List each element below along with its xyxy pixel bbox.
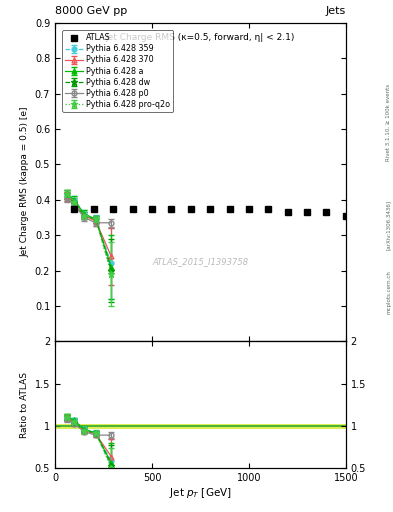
Y-axis label: Ratio to ATLAS: Ratio to ATLAS — [20, 372, 29, 438]
ATLAS — [343, 212, 348, 219]
Text: Rivet 3.1.10, ≥ 100k events: Rivet 3.1.10, ≥ 100k events — [386, 84, 391, 161]
ATLAS — [188, 206, 193, 212]
Text: ATLAS_2015_I1393758: ATLAS_2015_I1393758 — [152, 257, 248, 266]
Text: 8000 GeV pp: 8000 GeV pp — [55, 6, 127, 16]
Text: Jet Charge RMS (κ=0.5, forward, η| < 2.1): Jet Charge RMS (κ=0.5, forward, η| < 2.1… — [106, 33, 295, 41]
Legend: ATLAS, Pythia 6.428 359, Pythia 6.428 370, Pythia 6.428 a, Pythia 6.428 dw, Pyth: ATLAS, Pythia 6.428 359, Pythia 6.428 37… — [62, 30, 173, 112]
ATLAS — [130, 206, 135, 212]
ATLAS — [169, 206, 174, 212]
ATLAS — [285, 209, 290, 215]
Line: ATLAS: ATLAS — [71, 205, 349, 219]
Y-axis label: Jet Charge RMS (kappa = 0.5) [e]: Jet Charge RMS (kappa = 0.5) [e] — [20, 107, 29, 258]
Text: Jets: Jets — [325, 6, 346, 16]
ATLAS — [305, 209, 309, 215]
ATLAS — [324, 209, 329, 215]
Text: mcplots.cern.ch: mcplots.cern.ch — [386, 270, 391, 314]
ATLAS — [208, 206, 213, 212]
ATLAS — [92, 206, 96, 212]
ATLAS — [266, 206, 271, 212]
ATLAS — [227, 206, 232, 212]
ATLAS — [72, 206, 77, 212]
X-axis label: Jet $p_T$ [GeV]: Jet $p_T$ [GeV] — [169, 486, 232, 500]
ATLAS — [111, 206, 116, 212]
ATLAS — [246, 206, 251, 212]
ATLAS — [150, 206, 154, 212]
Text: [arXiv:1306.3436]: [arXiv:1306.3436] — [386, 200, 391, 250]
